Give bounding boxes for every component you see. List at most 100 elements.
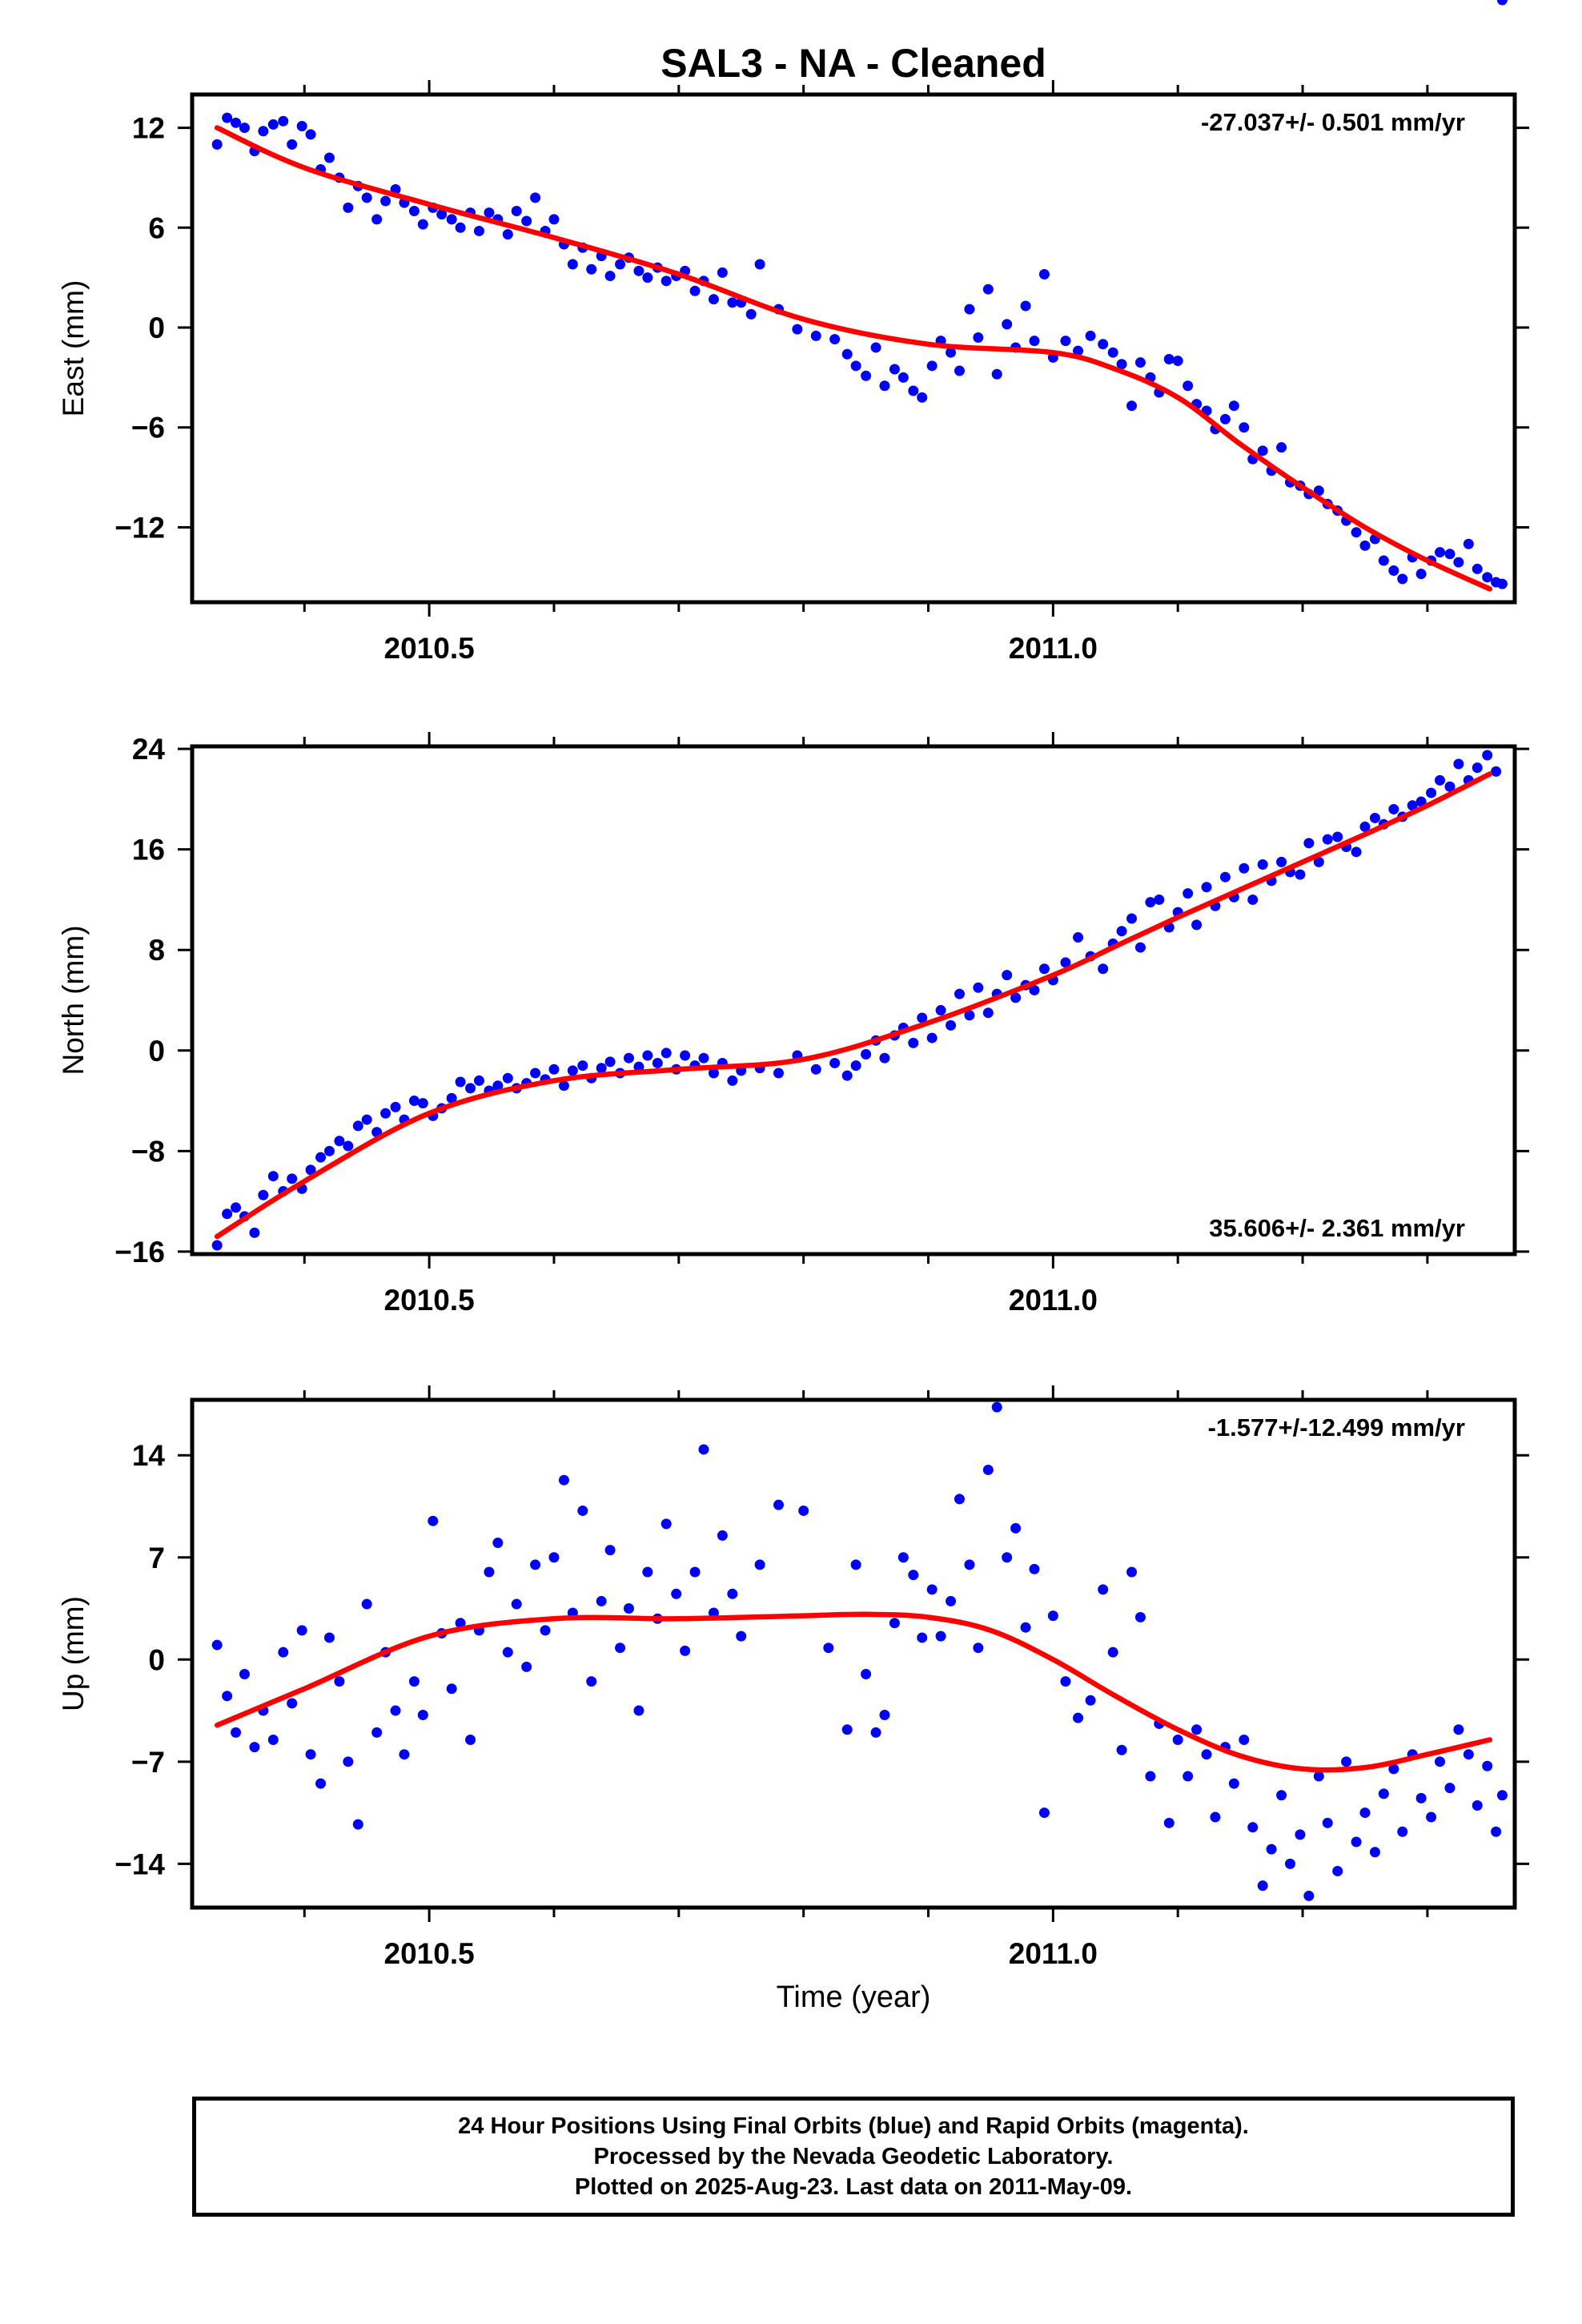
footer-line-plotted: Plotted on 2025-Aug-23. Last data on 201…: [574, 2174, 1133, 2200]
data-point: [296, 120, 307, 131]
data-point: [717, 1530, 728, 1541]
data-point: [502, 1072, 513, 1084]
data-point: [249, 1742, 260, 1753]
data-point: [548, 214, 560, 225]
data-point: [436, 209, 448, 220]
data-point: [267, 1171, 279, 1182]
rate-annotation: -1.577+/-12.499 mm/yr: [1208, 1413, 1465, 1441]
data-point: [708, 1068, 719, 1079]
data-point: [492, 1538, 504, 1549]
data-point: [361, 1598, 372, 1610]
data-point: [1002, 319, 1013, 330]
data-point: [917, 1012, 928, 1023]
data-point: [623, 1603, 634, 1614]
data-point: [982, 283, 994, 295]
data-point: [267, 119, 279, 130]
data-point: [954, 988, 965, 999]
data-point: [897, 372, 909, 383]
data-point: [973, 982, 984, 993]
y-tick-label: −12: [114, 511, 165, 544]
data-point: [889, 364, 900, 375]
data-point: [1472, 1799, 1483, 1811]
data-point: [1126, 400, 1138, 412]
data-point: [754, 259, 765, 270]
data-point: [642, 272, 653, 283]
data-point: [861, 1048, 872, 1059]
data-point: [1257, 859, 1268, 870]
data-point: [792, 324, 803, 335]
data-point: [352, 1120, 363, 1132]
data-point: [287, 1173, 298, 1184]
data-point: [727, 1588, 738, 1599]
data-point: [1038, 963, 1050, 975]
data-point: [1145, 1771, 1156, 1782]
data-point: [926, 1032, 938, 1043]
data-point: [287, 139, 298, 150]
data-point: [935, 1005, 946, 1016]
data-point: [991, 1401, 1002, 1413]
data-point: [222, 1691, 233, 1702]
y-tick-label: 6: [148, 211, 165, 244]
rate-annotation: -27.037+/- 0.501 mm/yr: [1201, 108, 1465, 136]
data-point: [623, 1052, 634, 1063]
data-point: [1219, 413, 1231, 424]
data-point: [810, 1063, 821, 1075]
x-tick-label: 2011.0: [1009, 1937, 1098, 1970]
data-point: [661, 1518, 672, 1530]
data-point: [870, 1727, 881, 1738]
data-point: [1047, 1610, 1058, 1622]
data-point: [1313, 856, 1324, 867]
data-point: [829, 1057, 841, 1068]
data-point: [841, 1724, 853, 1735]
data-point: [540, 1625, 551, 1636]
data-point: [1191, 1724, 1203, 1735]
data-point: [1482, 572, 1493, 583]
data-point: [1126, 913, 1138, 924]
data-point: [596, 1063, 607, 1074]
y-tick-label: 7: [148, 1542, 165, 1574]
data-point: [1038, 268, 1050, 279]
data-point: [1359, 1807, 1371, 1819]
data-point: [492, 1080, 504, 1092]
data-point: [455, 222, 466, 233]
data-point: [408, 206, 420, 217]
data-point: [567, 259, 578, 270]
data-point: [773, 1499, 784, 1510]
data-point: [1010, 992, 1022, 1003]
data-point: [736, 1630, 747, 1642]
data-point: [1295, 869, 1306, 880]
data-point: [1201, 1749, 1212, 1760]
data-point: [1098, 339, 1109, 350]
data-point: [558, 1474, 569, 1486]
data-point: [850, 360, 861, 372]
x-tick-label: 2010.5: [384, 632, 475, 665]
data-point: [465, 1734, 476, 1745]
data-point: [1388, 803, 1399, 814]
data-point: [1134, 357, 1146, 368]
data-point: [1341, 1756, 1352, 1767]
data-point: [1453, 758, 1464, 770]
data-point: [446, 1683, 457, 1695]
data-point: [1134, 1611, 1146, 1622]
data-point: [1415, 1792, 1427, 1803]
data-point: [1295, 1829, 1306, 1840]
y-tick-label: −16: [114, 1236, 165, 1269]
data-point: [1060, 1676, 1071, 1687]
data-point: [661, 275, 672, 287]
data-point: [278, 1647, 289, 1658]
data-point: [1351, 1836, 1362, 1848]
data-point: [1453, 1724, 1464, 1735]
data-point: [861, 370, 872, 381]
data-point: [1434, 547, 1445, 558]
data-point: [596, 1595, 607, 1606]
y-axis-label: East (mm): [57, 280, 90, 417]
data-point: [708, 294, 719, 305]
data-point: [1397, 573, 1408, 585]
fit-curve: [214, 125, 1493, 592]
footer-note: 24 Hour Positions Using Final Orbits (bl…: [192, 2097, 1515, 2217]
data-point: [652, 1057, 663, 1068]
data-point: [577, 1505, 588, 1516]
data-point: [334, 1676, 345, 1687]
x-tick-label: 2010.5: [384, 1284, 475, 1317]
data-point: [798, 1505, 809, 1516]
